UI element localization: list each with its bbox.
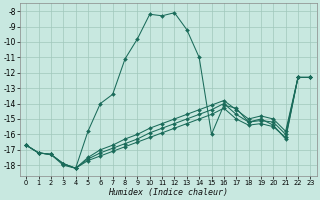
X-axis label: Humidex (Indice chaleur): Humidex (Indice chaleur) [108, 188, 228, 197]
